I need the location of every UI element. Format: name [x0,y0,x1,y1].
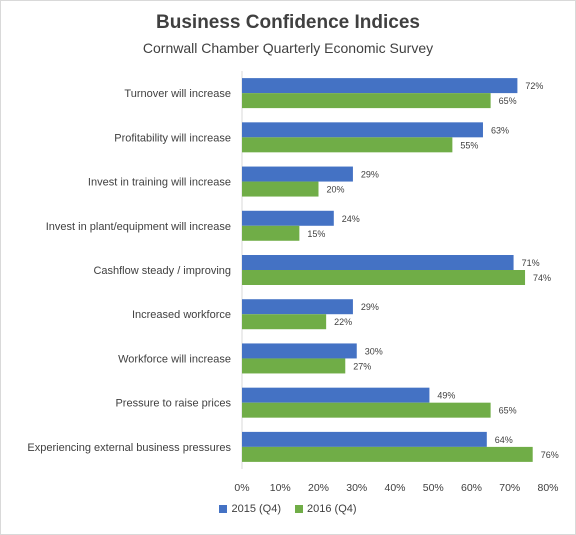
bar-series-2 [242,402,491,418]
data-label-series-1: 49% [437,391,455,401]
data-label-series-2: 55% [460,140,478,150]
category-label: Turnover will increase [124,88,231,100]
bar-series-1 [242,122,483,138]
data-label-series-2: 22% [334,317,352,327]
category-label: Experiencing external business pressures [27,442,231,454]
category-label: Workforce will increase [118,353,231,365]
chart-subtitle: Cornwall Chamber Quarterly Economic Surv… [142,40,434,56]
category-label: Invest in plant/equipment will increase [46,221,231,233]
category-label: Pressure to raise prices [115,398,231,410]
data-label-series-2: 27% [353,361,371,371]
bar-series-2 [242,270,526,285]
bar-series-1 [242,166,353,182]
bar-series-2 [242,314,327,330]
data-label-series-2: 76% [541,450,559,460]
category-label: Cashflow steady / improving [93,265,231,277]
bar-series-2 [242,93,491,109]
legend-swatch-series-2 [295,505,303,513]
data-label-series-1: 63% [491,125,509,135]
x-tick-label: 40% [384,482,405,494]
data-label-series-2: 15% [307,229,325,239]
data-label-series-2: 65% [499,96,517,106]
data-label-series-1: 30% [365,346,383,356]
category-label: Profitability will increase [114,132,231,144]
x-tick-label: 50% [423,482,444,494]
data-label-series-2: 20% [327,185,345,195]
chart-legend: 2015 (Q4) 2016 (Q4) [0,503,576,515]
bar-series-1 [242,343,357,359]
x-tick-label: 80% [537,482,558,494]
bar-series-1 [242,387,430,403]
legend-item-series-2: 2016 (Q4) [295,503,357,515]
x-tick-label: 70% [499,482,520,494]
bar-series-1 [242,210,334,226]
data-label-series-1: 24% [342,214,360,224]
chart-title: Business Confidence Indices [156,12,420,33]
x-tick-label: 10% [270,482,291,494]
bar-series-1 [242,255,514,270]
data-label-series-1: 29% [361,302,379,312]
x-tick-label: 30% [346,482,367,494]
data-label-series-2: 74% [533,273,551,283]
data-label-series-1: 71% [522,258,540,268]
bar-series-2 [242,181,319,197]
legend-label-series-2: 2016 (Q4) [307,503,357,515]
x-tick-label: 0% [234,482,249,494]
x-tick-label: 20% [308,482,329,494]
data-label-series-2: 65% [499,406,517,416]
legend-label-series-1: 2015 (Q4) [231,503,281,515]
data-label-series-1: 72% [525,81,543,91]
bar-series-2 [242,446,533,462]
legend-swatch-series-1 [219,505,228,513]
bar-series-1 [242,299,353,315]
category-label: Invest in training will increase [88,177,231,189]
bar-series-2 [242,225,300,241]
bar-series-1 [242,78,518,94]
data-label-series-1: 29% [361,170,379,180]
legend-item-series-1: 2015 (Q4) [219,503,281,515]
bar-series-1 [242,431,487,447]
bar-series-2 [242,358,346,374]
data-label-series-1: 64% [495,435,513,445]
x-tick-label: 60% [461,482,482,494]
category-label: Increased workforce [132,309,231,321]
bar-series-2 [242,137,453,153]
